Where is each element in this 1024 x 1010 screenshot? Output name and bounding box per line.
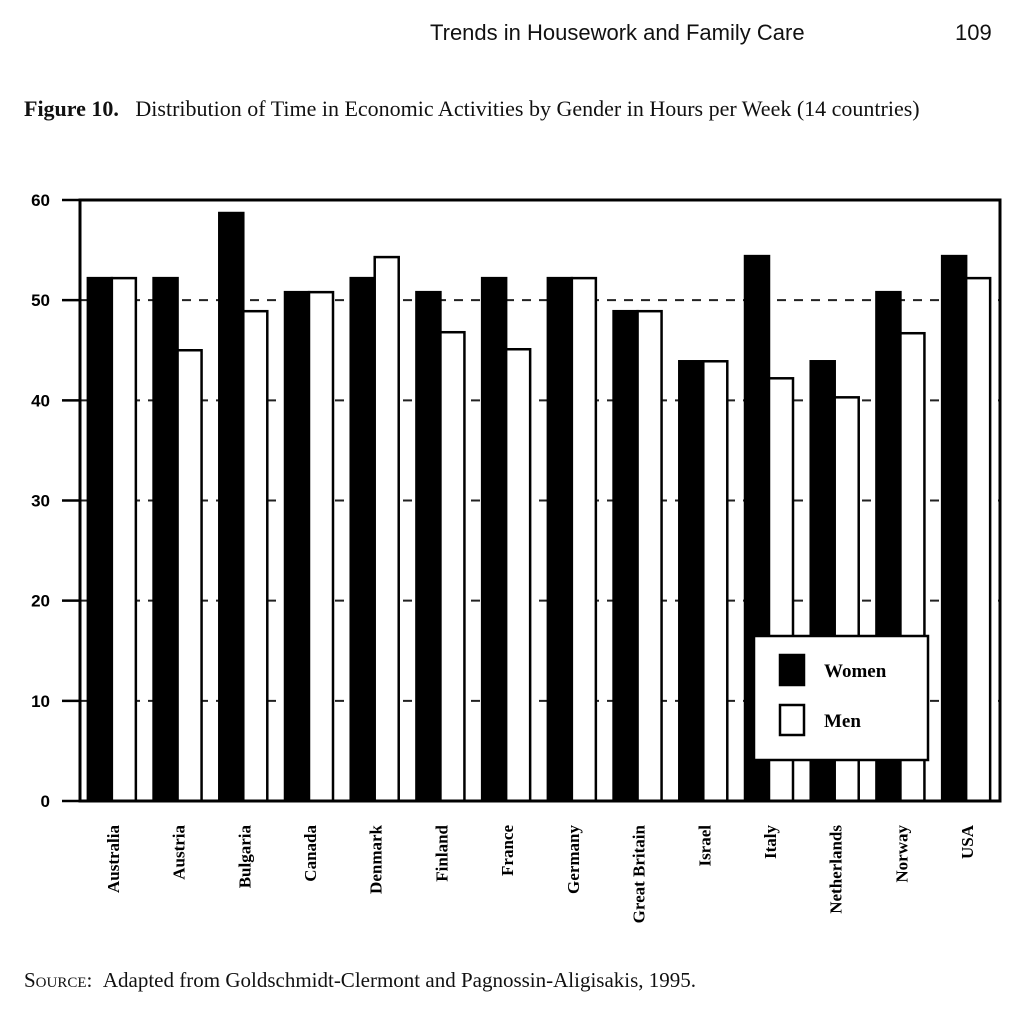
x-tick-label: Netherlands (827, 825, 846, 914)
legend-swatch-men (778, 703, 806, 737)
bar-men (570, 276, 598, 803)
page-number: 109 (955, 20, 992, 45)
x-tick-label: Norway (892, 825, 911, 883)
x-tick-label: Austria (170, 825, 189, 880)
legend-label: Women (824, 661, 887, 682)
figure-label: Figure 10. (24, 96, 119, 121)
source-text: Adapted from Goldschmidt-Clermont and Pa… (102, 968, 697, 992)
plot-frame (78, 198, 1002, 803)
y-tick-label: 40 (31, 391, 50, 410)
x-tick-label: Canada (301, 825, 320, 882)
y-tick-label: 20 (31, 592, 50, 611)
bar-women (86, 276, 114, 803)
bar-women (940, 254, 968, 803)
source-note: Source: Adapted from Goldschmidt-Clermon… (24, 968, 696, 993)
bar-men (702, 360, 729, 803)
bar-women (546, 276, 574, 803)
bar-men (176, 349, 203, 803)
legend-swatch-women (778, 653, 806, 687)
x-tick-label: Finland (432, 824, 451, 881)
bar-men (439, 330, 466, 803)
x-tick-label: Israel (695, 825, 714, 867)
bar-women (152, 276, 179, 803)
bar-men (373, 255, 400, 803)
bar-women (349, 276, 376, 803)
x-tick-label: France (498, 825, 517, 876)
bar-men (110, 276, 138, 803)
x-tick-label: Australia (104, 825, 123, 894)
bar-women (612, 309, 639, 803)
bar-women (678, 360, 705, 803)
y-tick-label: 50 (31, 291, 50, 310)
x-tick-label: Denmark (367, 824, 386, 893)
y-tick-label: 60 (31, 191, 50, 210)
bar-women (480, 276, 508, 803)
bar-men (636, 309, 663, 803)
bar-women (218, 211, 245, 803)
x-tick-label: Bulgaria (235, 825, 254, 889)
x-tick-label: Great Britain (630, 824, 649, 923)
y-tick-label: 10 (31, 692, 50, 711)
bar-men (307, 290, 335, 803)
y-tick-label: 0 (41, 792, 50, 811)
running-header: Trends in Housework and Family Care (430, 20, 805, 45)
x-tick-label: Germany (564, 825, 583, 894)
figure-title: Distribution of Time in Economic Activit… (135, 96, 920, 121)
bar-men (964, 276, 992, 803)
x-tick-label: Italy (761, 825, 780, 860)
bar-men (504, 347, 532, 803)
x-tick-label: USA (958, 824, 977, 859)
bar-women (415, 290, 442, 803)
legend-label: Men (824, 711, 861, 732)
y-tick-label: 30 (31, 492, 50, 511)
bar-men (242, 309, 269, 803)
bar-women (283, 290, 311, 803)
figure-caption: Figure 10. Distribution of Time in Econo… (24, 94, 1009, 124)
source-label: Source: (24, 968, 93, 992)
